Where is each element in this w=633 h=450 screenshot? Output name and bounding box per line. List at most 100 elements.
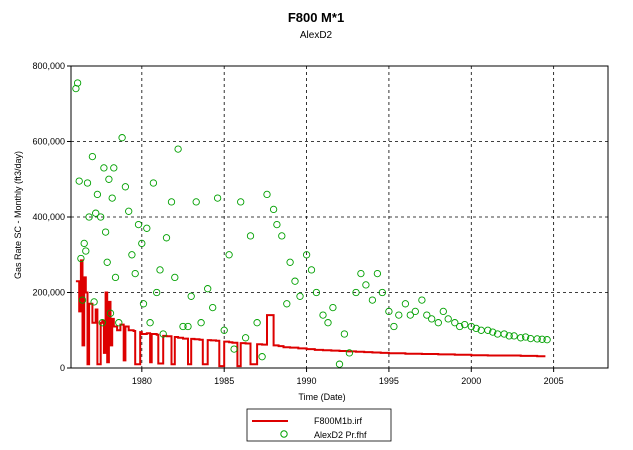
scatter-point-fhf — [115, 319, 123, 327]
scatter-point-fhf — [510, 332, 518, 340]
scatter-point-fhf — [312, 288, 321, 297]
scatter-point-fhf — [159, 330, 167, 338]
scatter-point-fhf — [143, 224, 151, 232]
scatter-point-fhf — [225, 251, 233, 259]
legend-marker-swatch — [280, 430, 288, 438]
scatter-point-fhf — [101, 228, 110, 236]
scatter-point-fhf — [439, 307, 447, 316]
scatter-point-fhf — [517, 334, 525, 342]
x-tick-label: 1995 — [379, 376, 399, 386]
scatter-point-fhf — [139, 300, 148, 308]
scatter-point-fhf — [505, 332, 513, 340]
x-tick-label: 1980 — [132, 376, 152, 386]
x-axis-label: Time (Date) — [298, 392, 345, 402]
scatter-point-fhf — [345, 349, 354, 357]
scatter-point-fhf — [83, 179, 92, 187]
scatter-point-fhf — [401, 300, 410, 308]
scatter-point-fhf — [75, 177, 83, 185]
scatter-point-fhf — [500, 330, 508, 338]
scatter-point-fhf — [533, 335, 541, 343]
scatter-point-fhf — [406, 311, 414, 319]
scatter-point-fhf — [97, 213, 105, 221]
scatter-point-fhf — [100, 164, 108, 172]
scatter-point-fhf — [92, 209, 100, 217]
scatter-point-fhf — [461, 320, 469, 329]
scatter-point-fhf — [302, 251, 311, 259]
scatter-point-fhf — [187, 292, 195, 300]
y-tick-label: 200,000 — [32, 288, 65, 298]
scatter-point-fhf — [390, 322, 398, 331]
plot-frame — [70, 65, 609, 369]
scatter-point-fhf — [125, 207, 133, 215]
scatter-point-fhf — [395, 311, 403, 319]
scatter-point-fhf — [184, 322, 192, 331]
x-tick-label: 2000 — [461, 376, 481, 386]
scatter-point-fhf — [489, 328, 497, 336]
scatter-point-fhf — [434, 319, 442, 327]
scatter-point-fhf — [385, 307, 393, 316]
legend: F800M1b.irf AlexD2 Pr.fhf — [246, 408, 392, 442]
legend-entry-irf: F800M1b.irf — [314, 416, 363, 426]
scatter-point-fhf — [90, 298, 98, 306]
scatter-point-fhf — [286, 258, 294, 266]
scatter-point-fhf — [340, 330, 349, 338]
scatter-point-fhf — [88, 152, 97, 161]
scatter-point-fhf — [484, 326, 492, 334]
scatter-point-fhf — [253, 319, 261, 327]
x-axis-ticks: 1980 1985 1990 1995 2000 2005 — [132, 368, 564, 386]
scatter-point-fhf — [357, 269, 365, 278]
scatter-point-fhf — [220, 326, 228, 334]
y-tick-label: 800,000 — [32, 61, 65, 71]
scatter-point-fhf — [78, 296, 87, 304]
scatter-point-fhf — [319, 311, 327, 319]
scatter-point-fhf — [428, 315, 436, 323]
scatter-point-fhf — [324, 319, 332, 327]
scatter-point-fhf — [521, 333, 530, 341]
scatter-point-fhf — [82, 247, 90, 255]
scatter-point-fhf — [103, 258, 111, 266]
scatter-point-fhf — [241, 334, 250, 342]
scatter-point-fhf — [335, 360, 344, 368]
scatter-point-fhf — [108, 194, 116, 202]
scatter-point-fhf — [149, 179, 158, 187]
scatter-point-fhf — [230, 345, 238, 353]
scatter-point-fhf — [162, 234, 171, 242]
scatter-point-fhf — [77, 254, 85, 263]
scatter-point-fhf — [378, 288, 386, 297]
scatter-point-fhf — [451, 319, 459, 327]
scatter-point-fhf — [85, 213, 93, 221]
scatter-point-fhf — [209, 303, 217, 312]
scatter-point-fhf — [121, 183, 130, 191]
scatter-point-fhf — [543, 336, 551, 344]
scatter-point-fhf — [373, 269, 382, 278]
scatter-point-fhf — [131, 269, 139, 278]
scatter-point-fhf — [197, 319, 205, 327]
scatter-point-fhf — [283, 300, 291, 308]
y-tick-label: 600,000 — [32, 137, 65, 147]
scatter-point-fhf — [110, 164, 118, 172]
scatter-point-fhf — [273, 220, 281, 229]
scatter-point-fhf — [128, 251, 136, 259]
scatter-point-fhf — [213, 194, 222, 202]
scatter-point-fhf — [411, 307, 419, 316]
legend-entry-fhf: AlexD2 Pr.fhf — [314, 430, 367, 440]
scatter-point-fhf — [423, 311, 431, 319]
x-tick-label: 1990 — [297, 376, 317, 386]
scatter-point-fhf — [192, 198, 200, 206]
scatter-point-fhf — [237, 198, 245, 206]
scatter-point-fhf — [467, 322, 475, 331]
scatter-point-fhf — [296, 292, 304, 300]
scatter-point-fhf — [105, 175, 113, 183]
scatter-point-fhf — [329, 303, 337, 312]
y-tick-label: 0 — [60, 363, 65, 373]
plot-area — [72, 79, 551, 368]
legend-box — [246, 408, 392, 442]
scatter-point-fhf — [444, 315, 452, 323]
y-axis-ticks: 0 200,000 400,000 600,000 800,000 — [32, 61, 71, 373]
scatter-point-fhf — [153, 288, 161, 297]
scatter-point-fhf — [204, 285, 212, 293]
scatter-point-fhf — [307, 266, 316, 274]
x-tick-label: 2005 — [544, 376, 564, 386]
y-axis-label: Gas Rate SC - Monthly (ft3/day) — [13, 151, 23, 279]
